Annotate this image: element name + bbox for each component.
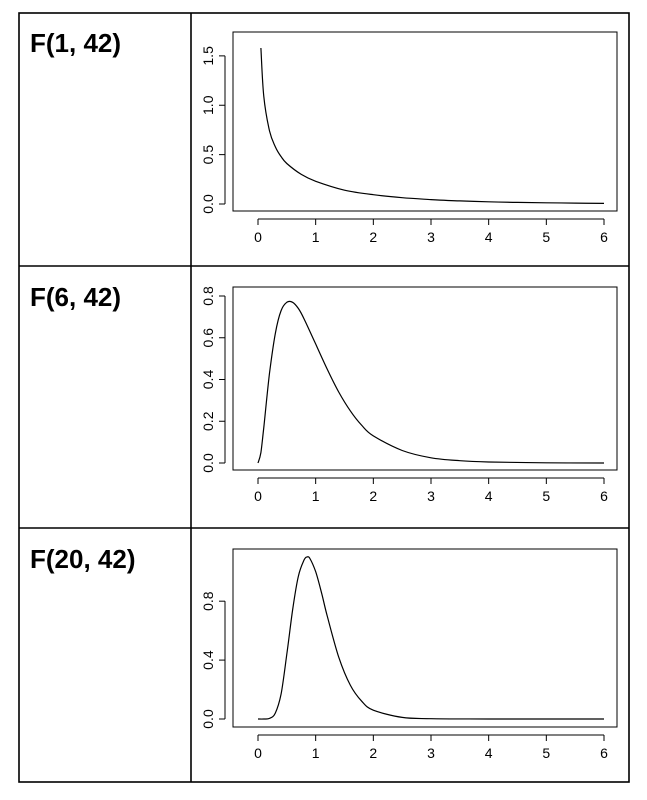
x-tick-label: 0 <box>254 229 262 245</box>
x-tick-label: 5 <box>542 488 550 504</box>
x-tick-label: 5 <box>542 745 550 761</box>
density-curve <box>257 556 604 720</box>
x-tick-label: 4 <box>485 229 493 245</box>
x-tick-label: 3 <box>427 488 435 504</box>
x-tick-label: 0 <box>254 488 262 504</box>
row-label-f-6-42: F(6, 42) <box>30 282 121 312</box>
y-tick-label: 0.6 <box>200 328 216 348</box>
x-tick-label: 3 <box>427 745 435 761</box>
plot-box <box>232 286 618 471</box>
table-frame <box>18 12 630 783</box>
x-tick-label: 6 <box>600 745 608 761</box>
y-tick-label: 0.4 <box>200 370 216 390</box>
y-tick-label: 1.5 <box>200 46 216 66</box>
table-border <box>18 12 630 783</box>
y-tick-label: 0.5 <box>200 145 216 165</box>
density-plot-f-6-42: 0 1 2 3 4 5 6 0.0 0.2 0.4 0.6 0.8 <box>200 286 618 504</box>
y-tick-label: 0.2 <box>200 411 216 431</box>
plot-box <box>232 31 618 212</box>
x-tick-label: 2 <box>369 745 377 761</box>
x-tick-label: 2 <box>369 229 377 245</box>
x-tick-label: 4 <box>485 745 493 761</box>
x-tick-label: 5 <box>542 229 550 245</box>
x-tick-label: 2 <box>369 488 377 504</box>
x-tick-label: 6 <box>600 488 608 504</box>
y-tick-label: 0.8 <box>200 286 216 306</box>
plot-box <box>232 548 618 728</box>
y-tick-label: 0.8 <box>200 591 216 611</box>
x-tick-label: 1 <box>312 488 320 504</box>
x-tick-label: 0 <box>254 745 262 761</box>
y-tick-label: 0.0 <box>200 709 216 729</box>
row-label-f-1-42: F(1, 42) <box>30 28 121 58</box>
density-plot-f-1-42: 0 1 2 3 4 5 6 0.0 0.5 1.0 1.5 <box>200 31 618 245</box>
x-tick-label: 3 <box>427 229 435 245</box>
x-tick-label: 4 <box>485 488 493 504</box>
y-tick-label: 1.0 <box>200 95 216 115</box>
density-curve <box>260 47 605 204</box>
row-label-f-20-42: F(20, 42) <box>30 544 136 574</box>
y-tick-label: 0.4 <box>200 650 216 670</box>
density-curve <box>257 300 605 464</box>
y-tick-label: 0.0 <box>200 194 216 214</box>
density-plot-f-20-42: 0 1 2 3 4 5 6 0.0 0.4 0.8 <box>200 548 618 761</box>
y-tick-label: 0.0 <box>200 453 216 473</box>
x-tick-label: 1 <box>312 745 320 761</box>
x-tick-label: 1 <box>312 229 320 245</box>
x-tick-label: 6 <box>600 229 608 245</box>
